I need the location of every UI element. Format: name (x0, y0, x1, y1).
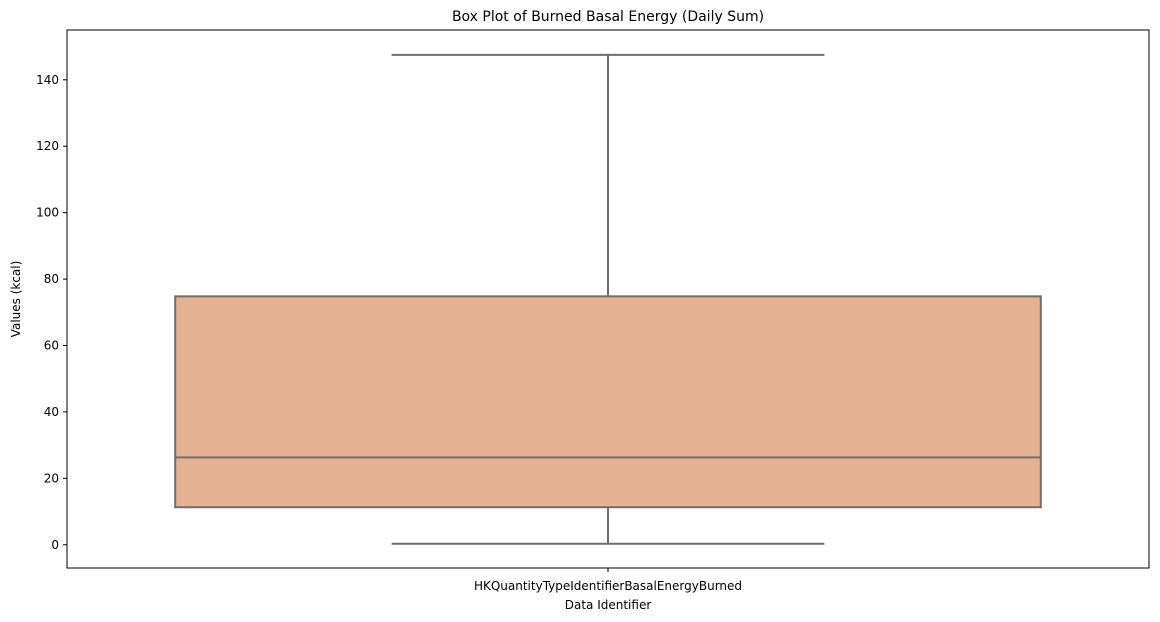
box-series (174, 53, 1042, 545)
y-tick-label: 100 (36, 206, 59, 220)
x-axis-label: Data Identifier (565, 598, 652, 612)
x-axis: HKQuantityTypeIdentifierBasalEnergyBurne… (474, 568, 742, 593)
box-item (174, 53, 1042, 545)
y-tick-label: 80 (44, 272, 59, 286)
x-tick-label: HKQuantityTypeIdentifierBasalEnergyBurne… (474, 579, 742, 593)
y-tick-label: 0 (51, 538, 59, 552)
y-axis: 0 20 40 60 80 100 120 140 (36, 73, 67, 552)
y-tick-label: 120 (36, 139, 59, 153)
y-tick-label: 140 (36, 73, 59, 87)
iqr-box (174, 295, 1042, 509)
chart-title: Box Plot of Burned Basal Energy (Daily S… (452, 9, 764, 25)
y-tick-label: 40 (44, 405, 59, 419)
y-tick-label: 60 (44, 338, 59, 352)
y-axis-label: Values (kcal) (9, 261, 23, 338)
y-tick-label: 20 (44, 471, 59, 485)
